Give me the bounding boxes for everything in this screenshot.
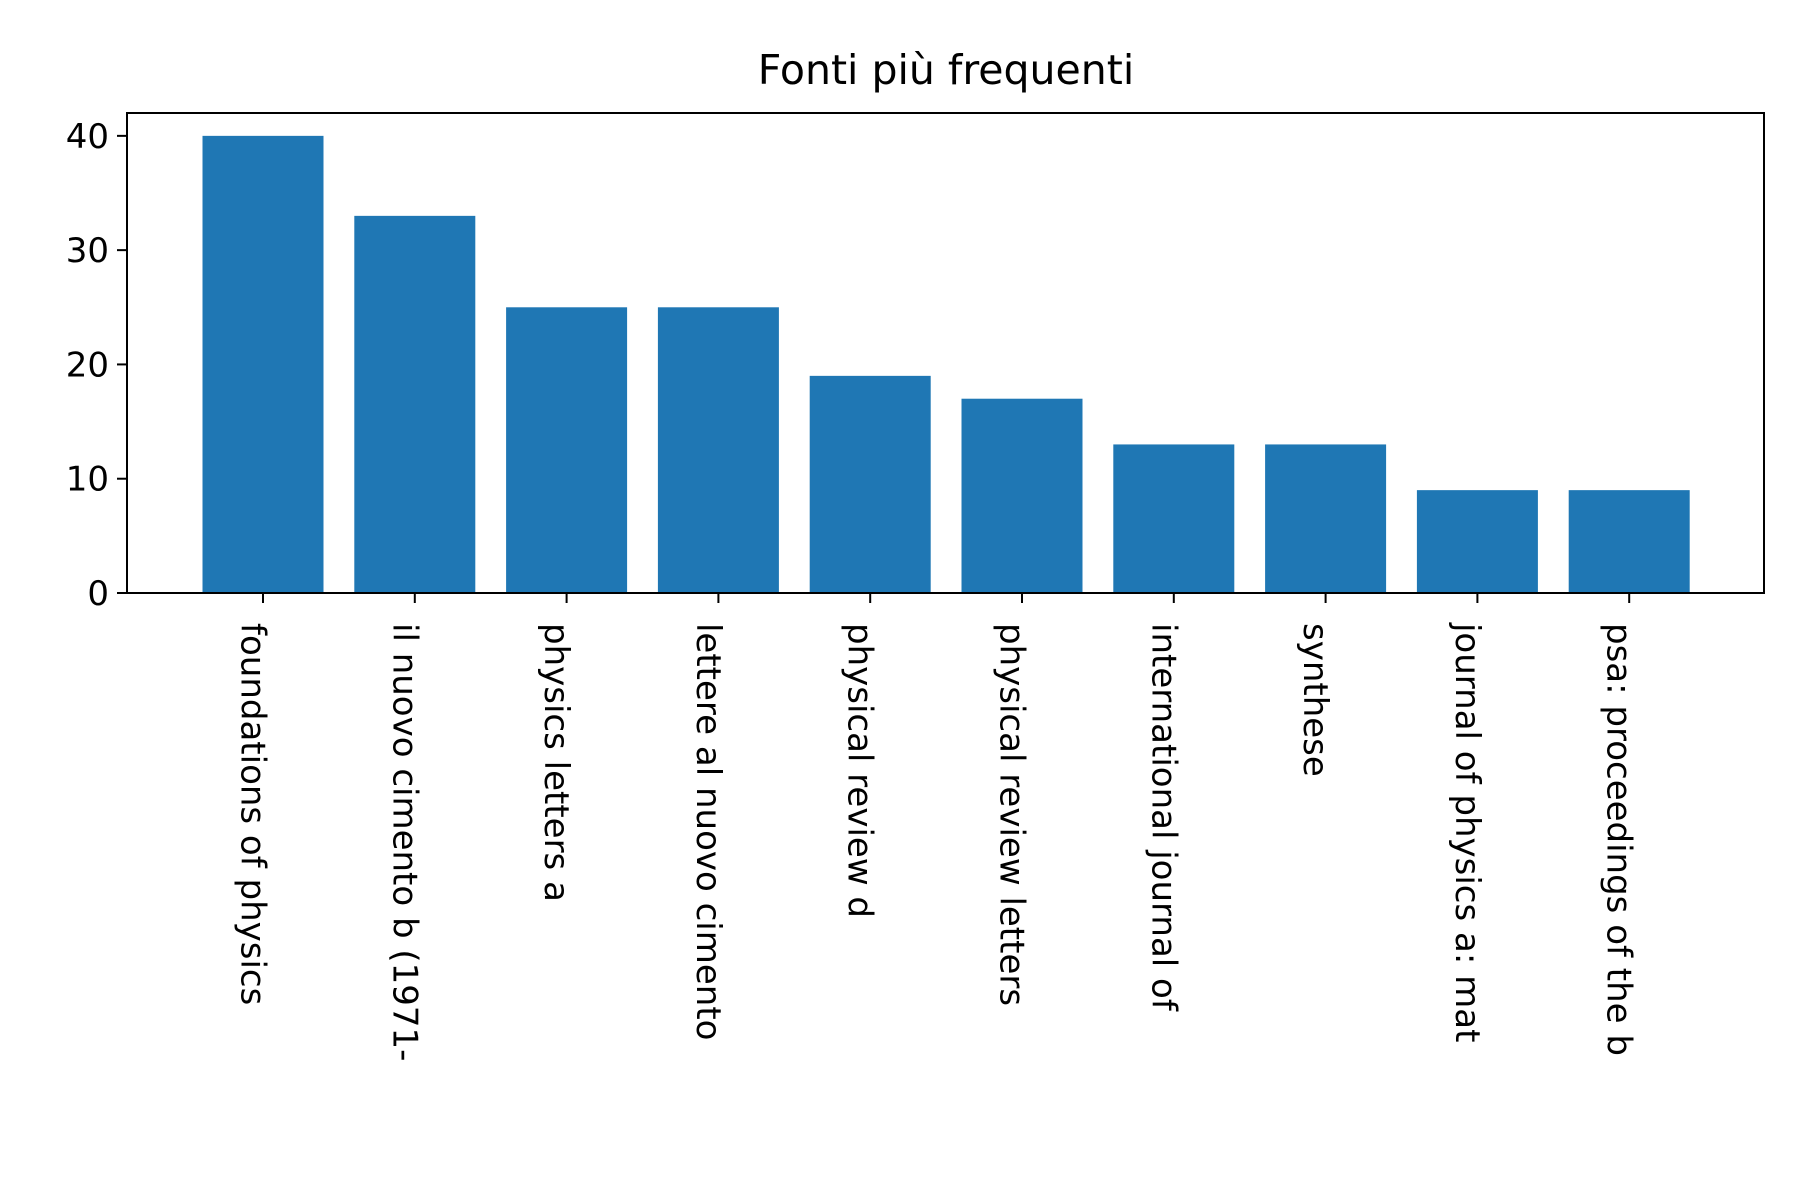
x-tick-label-4: lettere al nuovo cimento [688, 623, 728, 1040]
x-tick-label-10: psa: proceedings of the b [1599, 623, 1639, 1056]
x-tick-label-8: synthese [1295, 623, 1335, 777]
x-tick-label-9: journal of physics a: mat [1447, 622, 1487, 1042]
bar-7 [1113, 444, 1235, 593]
bar-1 [202, 135, 324, 594]
chart-title: Fonti più frequenti [758, 46, 1134, 94]
bar-3 [506, 307, 628, 593]
y-tick-label-20: 20 [66, 345, 109, 385]
x-tick-label-1: foundations of physics [233, 623, 273, 1005]
y-tick-label-10: 10 [66, 460, 109, 500]
plot-frame [126, 112, 1765, 594]
y-tick-label-30: 30 [66, 231, 109, 271]
bar-10 [1568, 490, 1690, 593]
y-tick-label-0: 0 [87, 574, 109, 614]
y-tick-label-40: 40 [66, 117, 109, 157]
x-tick-label-7: international journal of [1143, 623, 1183, 1012]
bar-5 [809, 375, 931, 593]
bar-4 [657, 307, 779, 593]
x-tick-label-3: physics letters a [536, 623, 576, 902]
bar-6 [961, 398, 1083, 593]
x-axis: foundations of physics il nuovo cimento b… [233, 593, 1639, 1061]
bar-8 [1265, 444, 1387, 593]
x-tick-label-2: il nuovo cimento b (1971- [384, 623, 424, 1061]
bars-group [202, 135, 1690, 594]
bar-9 [1416, 490, 1538, 593]
x-tick-label-5: physical review d [840, 623, 880, 918]
x-tick-label-6: physical review letters [992, 623, 1032, 1006]
bar-2 [354, 215, 476, 594]
y-axis: 0 10 20 30 40 [66, 117, 127, 614]
